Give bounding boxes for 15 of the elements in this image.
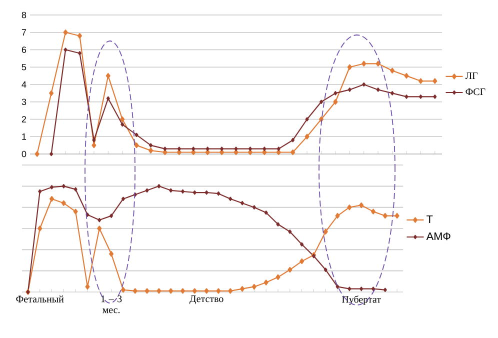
legend-label: T xyxy=(426,215,433,223)
y-tick-label: 7 xyxy=(22,29,26,36)
legend-label: ФСГ xyxy=(466,88,486,96)
y-tick-label: 0 xyxy=(22,150,26,158)
y-tick-label: 1 xyxy=(22,134,26,140)
y-tick-label: 6 xyxy=(22,46,26,53)
y-tick-label: 2 xyxy=(22,116,26,122)
legend-label: АМФ xyxy=(426,232,450,240)
x-tick-label: Детство xyxy=(190,296,224,304)
y-tick-label: 5 xyxy=(22,64,26,70)
y-tick-label: 8 xyxy=(22,12,26,18)
y-tick-label: 4 xyxy=(22,81,26,88)
legend-label: ЛГ xyxy=(465,72,478,80)
y-tick-label: 3 xyxy=(22,98,26,106)
x-tick-label: Фетальный xyxy=(16,296,64,302)
